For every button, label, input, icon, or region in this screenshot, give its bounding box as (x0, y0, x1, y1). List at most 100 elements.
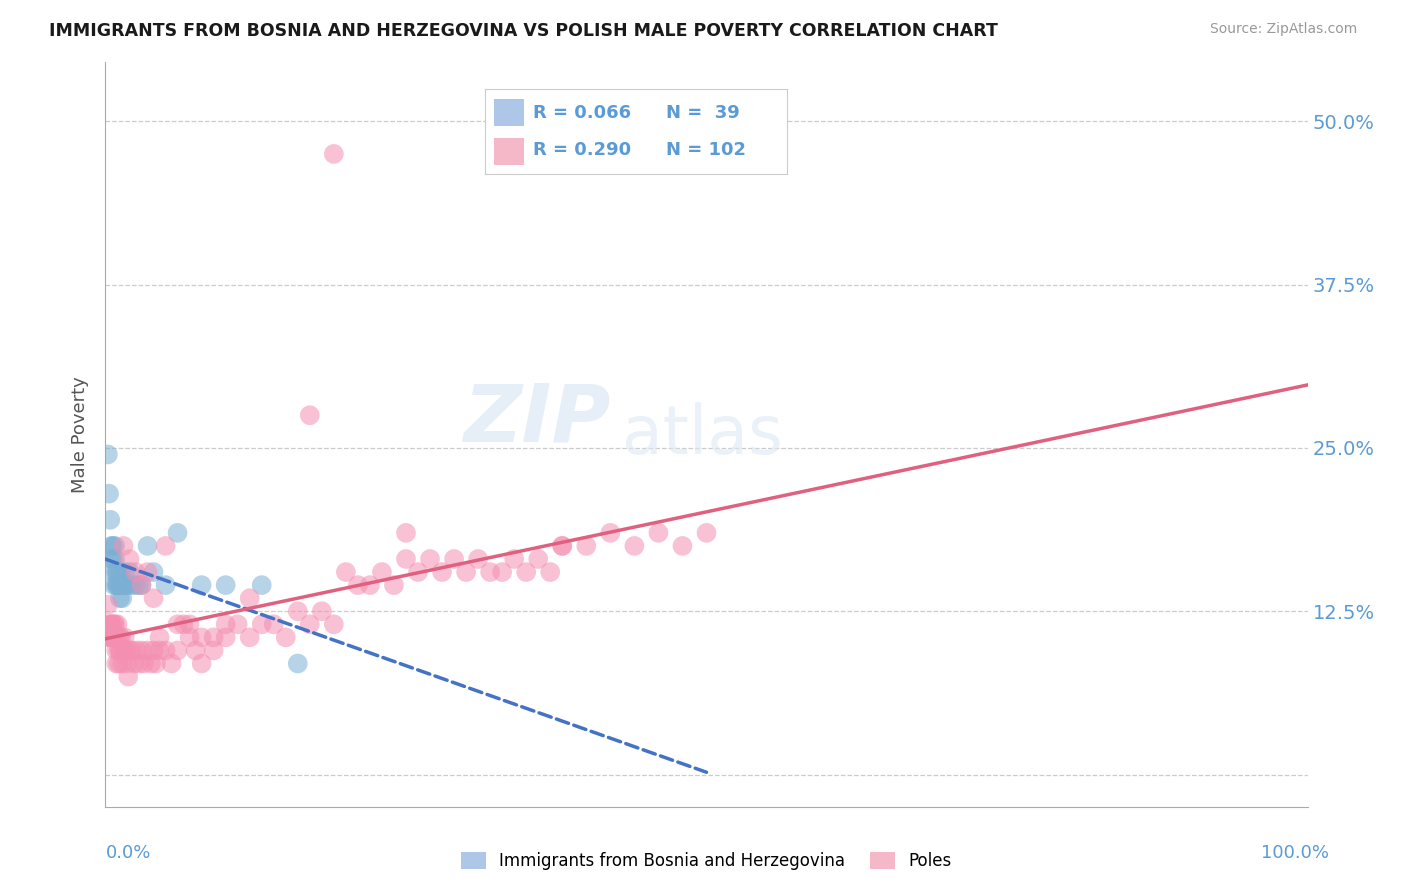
Point (110, 565, 132, 579)
Point (98, 486, 121, 500)
Legend: Immigrants from Bosnia and Herzegovina, Poles: Immigrants from Bosnia and Herzegovina, … (461, 852, 952, 870)
Point (371, 565, 394, 579)
Point (173, 617, 195, 632)
Point (155, 643, 177, 657)
Point (115, 578, 138, 592)
Bar (494, 138, 524, 165)
Point (551, 539, 574, 553)
Point (128, 578, 150, 592)
Point (105, 643, 128, 657)
Point (111, 591, 134, 606)
Point (103, 617, 125, 632)
Point (190, 657, 212, 671)
Point (117, 670, 139, 684)
Point (503, 552, 526, 566)
Point (202, 631, 225, 645)
Point (132, 657, 155, 671)
Point (419, 552, 441, 566)
Point (395, 552, 418, 566)
Point (184, 643, 207, 657)
Point (298, 617, 321, 632)
Point (112, 643, 135, 657)
Point (139, 657, 162, 671)
Point (142, 643, 165, 657)
Point (131, 578, 153, 592)
Point (98, 617, 121, 632)
Point (226, 617, 249, 632)
Point (104, 552, 127, 566)
Point (322, 147, 344, 161)
Point (515, 565, 537, 579)
Point (107, 617, 129, 632)
Bar (494, 99, 524, 127)
Point (107, 565, 129, 579)
Point (107, 565, 129, 579)
Point (118, 552, 141, 566)
Point (136, 643, 159, 657)
Point (118, 565, 141, 579)
Point (298, 409, 321, 423)
Point (335, 565, 357, 579)
Point (121, 578, 143, 592)
Point (103, 565, 125, 579)
Point (115, 657, 138, 671)
Point (100, 552, 122, 566)
Point (166, 617, 188, 632)
Point (696, 525, 718, 540)
Point (142, 591, 165, 606)
Point (287, 657, 309, 671)
Point (136, 565, 159, 579)
Point (110, 643, 132, 657)
Point (179, 631, 201, 645)
Point (98, 513, 121, 527)
Point (115, 578, 138, 592)
Point (98, 631, 121, 645)
Point (479, 565, 502, 579)
Point (647, 525, 669, 540)
Point (112, 539, 135, 553)
Point (274, 631, 297, 645)
Point (131, 578, 153, 592)
Point (100, 631, 122, 645)
Point (124, 657, 146, 671)
Point (551, 539, 574, 553)
Text: 100.0%: 100.0% (1261, 844, 1329, 862)
Point (98, 617, 121, 632)
Point (101, 552, 124, 566)
Point (108, 631, 131, 645)
Point (136, 539, 159, 553)
Point (97, 447, 120, 461)
Point (98, 631, 121, 645)
Point (538, 565, 561, 579)
Point (124, 565, 146, 579)
Point (107, 631, 129, 645)
Point (160, 657, 183, 671)
Point (359, 578, 381, 592)
Point (125, 643, 148, 657)
Point (623, 539, 645, 553)
Text: ZIP: ZIP (463, 381, 610, 459)
Point (105, 657, 128, 671)
Point (166, 643, 188, 657)
Point (107, 657, 129, 671)
Point (101, 617, 124, 632)
Point (155, 539, 177, 553)
Point (101, 539, 124, 553)
Point (599, 525, 621, 540)
Text: Source: ZipAtlas.com: Source: ZipAtlas.com (1209, 22, 1357, 37)
Point (250, 578, 273, 592)
Point (190, 631, 212, 645)
Point (142, 565, 165, 579)
Point (145, 657, 167, 671)
Point (104, 631, 127, 645)
Point (263, 617, 285, 632)
Point (112, 578, 135, 592)
Point (202, 643, 225, 657)
Point (575, 539, 598, 553)
Point (111, 657, 134, 671)
Point (406, 565, 429, 579)
Point (395, 525, 418, 540)
Point (105, 578, 128, 592)
Point (148, 643, 170, 657)
Point (97, 598, 120, 612)
